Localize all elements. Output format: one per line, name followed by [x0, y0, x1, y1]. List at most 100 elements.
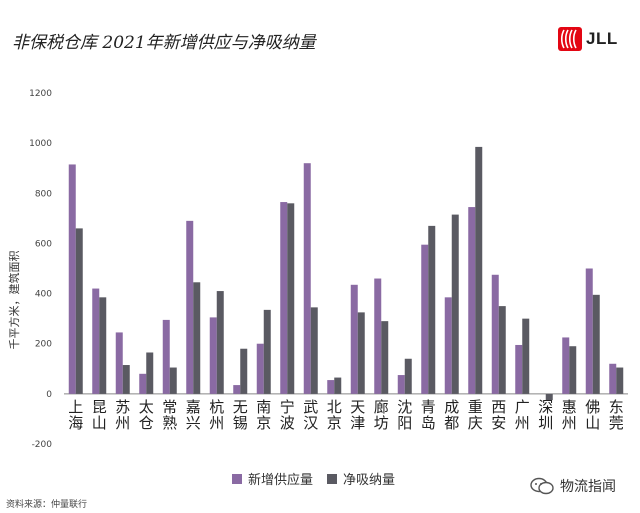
legend-label-supply: 新增供应量 — [248, 473, 314, 488]
x-tick-label: 州 — [209, 414, 224, 432]
y-tick-label: 200 — [35, 340, 52, 350]
bar-supply — [256, 343, 264, 394]
x-tick-label: 昆 — [92, 398, 107, 416]
bar-absorption — [287, 203, 295, 394]
x-tick-label: 阳 — [397, 414, 412, 432]
bar-absorption — [146, 352, 154, 394]
x-tick-label: 汉 — [303, 414, 318, 432]
x-tick-label: 佛 — [585, 398, 600, 416]
x-tick-label: 天 — [350, 398, 365, 416]
x-tick-label: 安 — [491, 414, 506, 432]
bar-supply — [92, 288, 100, 394]
legend: 新增供应量 净吸纳量 — [232, 469, 409, 488]
y-tick-label: 1200 — [29, 89, 52, 99]
bar-supply — [515, 344, 523, 394]
x-tick-label: 太 — [139, 398, 154, 416]
legend-item-supply: 新增供应量 — [232, 469, 313, 488]
bar-supply — [491, 274, 499, 394]
x-tick-label: 深 — [538, 398, 553, 416]
bar-absorption — [263, 309, 271, 394]
bar-supply — [374, 278, 382, 394]
legend-item-absorption: 净吸纳量 — [327, 469, 395, 488]
jll-logo: JLL — [558, 24, 618, 54]
x-tick-label: 都 — [444, 414, 459, 432]
bar-supply — [233, 385, 241, 394]
x-tick-label: 津 — [350, 414, 365, 432]
x-tick-label: 波 — [280, 414, 295, 432]
bar-absorption — [451, 214, 459, 394]
x-tick-label: 广 — [515, 398, 530, 416]
x-tick-label: 京 — [256, 414, 271, 432]
x-tick-label: 州 — [515, 414, 530, 432]
y-tick-label: -200 — [32, 440, 53, 450]
bar-absorption — [381, 321, 389, 394]
y-tick-label: 800 — [35, 189, 52, 199]
bar-absorption — [99, 297, 107, 394]
y-tick-label: 1000 — [29, 139, 52, 149]
bar-absorption — [522, 318, 530, 394]
bar-supply — [162, 319, 170, 394]
x-tick-label: 北 — [327, 398, 342, 416]
watermark-text: 物流指闻 — [560, 479, 616, 495]
x-tick-label: 南 — [256, 398, 271, 416]
jll-logo-icon — [558, 27, 582, 51]
x-tick-label: 青 — [421, 398, 436, 416]
x-tick-label: 杭 — [209, 398, 224, 416]
bar-supply — [585, 268, 593, 394]
x-tick-label: 州 — [115, 414, 130, 432]
x-tick-label: 熟 — [162, 414, 177, 432]
x-tick-label: 嘉 — [186, 398, 201, 416]
bar-supply — [115, 332, 123, 394]
x-tick-label: 岛 — [421, 414, 436, 432]
bar-supply — [350, 284, 358, 394]
legend-swatch-absorption — [327, 473, 338, 484]
bar-supply — [609, 363, 617, 394]
x-tick-label: 州 — [562, 414, 577, 432]
x-tick-label: 西 — [491, 398, 506, 416]
x-tick-label: 廊 — [374, 398, 389, 416]
y-tick-label: 600 — [35, 239, 52, 249]
bar-absorption — [545, 393, 553, 401]
x-tick-label: 上 — [68, 398, 83, 416]
x-tick-label: 成 — [444, 398, 459, 416]
x-tick-label: 武 — [303, 398, 318, 416]
bar-supply — [68, 164, 76, 394]
y-tick-label: 0 — [46, 390, 52, 400]
bar-absorption — [498, 306, 506, 394]
x-tick-label: 京 — [327, 414, 342, 432]
bar-supply — [280, 202, 288, 394]
bar-supply — [209, 317, 217, 394]
x-tick-label: 庆 — [468, 414, 483, 432]
bar-absorption — [404, 358, 412, 394]
x-tick-label: 宁 — [280, 398, 295, 416]
x-tick-label: 仓 — [139, 414, 154, 432]
x-tick-label: 莞 — [609, 414, 624, 432]
bar-absorption — [334, 377, 342, 394]
bar-supply — [562, 337, 570, 394]
bar-absorption — [357, 312, 365, 394]
x-tick-label: 圳 — [538, 414, 553, 432]
watermark: 物流指闻 — [530, 476, 616, 496]
bar-supply — [186, 220, 194, 394]
x-tick-label: 沈 — [397, 398, 412, 416]
bar-absorption — [75, 228, 83, 394]
bar-supply — [303, 163, 311, 394]
x-tick-label: 坊 — [374, 414, 389, 432]
x-tick-label: 东 — [609, 398, 624, 416]
bar-absorption — [310, 307, 318, 394]
bar-absorption — [169, 367, 177, 394]
bar-supply — [421, 244, 429, 394]
x-tick-label: 重 — [468, 398, 483, 416]
bar-absorption — [569, 346, 577, 394]
bar-absorption — [592, 294, 600, 394]
bar-supply — [139, 373, 147, 394]
wechat-icon — [530, 477, 554, 495]
x-tick-label: 山 — [92, 414, 107, 432]
bar-absorption — [216, 291, 224, 394]
legend-swatch-supply — [232, 473, 242, 484]
bar-absorption — [616, 367, 624, 394]
bar-supply — [444, 297, 452, 394]
x-tick-label: 山 — [585, 414, 600, 432]
x-tick-label: 兴 — [186, 414, 201, 432]
